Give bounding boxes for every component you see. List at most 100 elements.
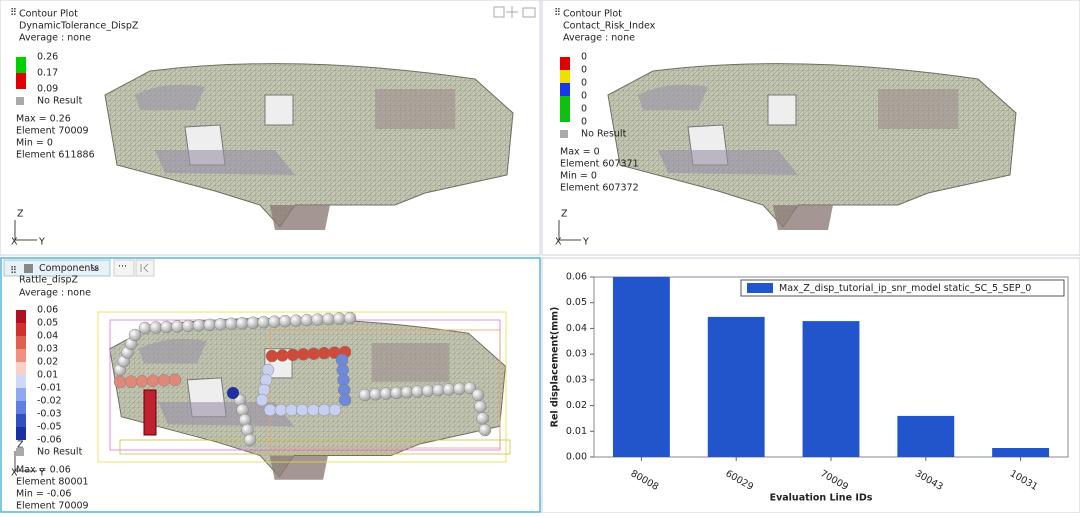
- sphere: [135, 375, 149, 388]
- sphere: [279, 314, 292, 328]
- legend-label: -0.05: [37, 422, 62, 433]
- wireframe: [97, 311, 507, 463]
- sphere: [338, 393, 352, 407]
- triad: [558, 220, 581, 241]
- legend-swatch: [16, 401, 26, 414]
- sphere: [149, 321, 162, 334]
- legend-label: 0.26: [37, 52, 58, 63]
- legend-swatch: [16, 349, 26, 362]
- bar: [707, 316, 765, 457]
- legend-swatch: [16, 323, 26, 336]
- sphere: [171, 320, 184, 333]
- legend-label: 0: [581, 78, 587, 89]
- legend-label: -0.03: [37, 409, 62, 420]
- sphere: [474, 400, 487, 413]
- no-result: No Result: [37, 96, 83, 107]
- sphere: [390, 386, 403, 400]
- model-part: [371, 342, 450, 382]
- sphere: [124, 375, 138, 388]
- model-part: [658, 150, 798, 175]
- y-axis-title: Rel displacement(mm): [550, 307, 561, 428]
- sphere: [328, 403, 342, 417]
- bar: [802, 321, 860, 457]
- model-part: [767, 94, 797, 126]
- stat: Min = 0: [16, 138, 53, 149]
- triad-z: Z: [17, 209, 24, 220]
- sphere: [421, 384, 435, 397]
- stat: Element 607371: [560, 159, 639, 170]
- legend-swatch: [560, 70, 570, 83]
- sphere: [268, 315, 281, 328]
- legend-label: -0.02: [37, 396, 62, 407]
- stat: Max = 0.26: [16, 114, 71, 125]
- sphere: [317, 403, 331, 417]
- legend-label: 0: [581, 65, 587, 76]
- sphere: [311, 313, 324, 326]
- stat: Min = 0: [560, 171, 597, 182]
- model-part: [638, 84, 708, 110]
- sphere: [157, 374, 171, 387]
- more-button[interactable]: ···: [118, 262, 127, 273]
- model-part: [135, 84, 205, 110]
- average-mode: Average : none: [19, 33, 91, 44]
- sphere: [296, 403, 309, 417]
- sphere: [333, 312, 346, 325]
- triad: [14, 220, 37, 241]
- sphere: [297, 348, 310, 361]
- stat: Element 70009: [16, 501, 89, 512]
- sphere: [300, 313, 314, 327]
- legend-swatch: [747, 283, 773, 293]
- toolbar[interactable]: Components ···: [3, 259, 155, 277]
- stat: Element 611886: [16, 150, 95, 161]
- icon: [24, 264, 33, 273]
- sphere: [214, 318, 227, 331]
- triad-y: Y: [38, 237, 45, 248]
- legend-box: [740, 279, 1065, 297]
- triad-y: Y: [38, 468, 45, 479]
- sphere: [146, 374, 160, 387]
- triad: [14, 451, 37, 472]
- legend-swatch: [16, 336, 26, 349]
- sphere: [128, 328, 142, 342]
- stat: Max = 0.06: [16, 465, 71, 476]
- legend-swatch: [560, 109, 570, 122]
- model: [104, 63, 514, 230]
- sphere: [432, 383, 445, 397]
- sphere: [307, 403, 320, 417]
- bar: [992, 448, 1050, 457]
- sphere: [246, 316, 260, 329]
- legend-swatch: [16, 362, 26, 375]
- legend-label: 0.06: [37, 305, 58, 316]
- sphere: [463, 381, 477, 395]
- view-icons[interactable]: [493, 6, 536, 18]
- stat: Min = -0.06: [16, 489, 71, 500]
- model-part: [375, 89, 455, 129]
- y-tick-label: 0.04: [566, 323, 587, 334]
- stat: Element 70009: [16, 126, 89, 137]
- sphere: [181, 319, 195, 333]
- model-part: [155, 150, 295, 175]
- sphere: [358, 388, 372, 402]
- legend-swatch: [560, 57, 570, 70]
- legend-label: -0.01: [37, 383, 62, 394]
- triad-x: X: [555, 237, 562, 248]
- legend-label: 0.03: [37, 344, 58, 355]
- legend-swatch: [16, 427, 26, 440]
- legend-swatch: [16, 310, 26, 323]
- sphere: [476, 412, 489, 425]
- sphere: [203, 318, 216, 332]
- legend-swatch: [560, 96, 570, 109]
- legend-label: 0: [581, 52, 587, 63]
- average-mode: Average : none: [19, 288, 91, 299]
- result-name: DynamicTolerance_DispZ: [19, 21, 139, 32]
- wireframe: [119, 439, 511, 455]
- sphere: [276, 349, 289, 362]
- model: [607, 63, 1017, 230]
- sphere: [289, 314, 303, 327]
- bar: [612, 277, 670, 457]
- no-result-swatch: [560, 130, 568, 138]
- y-tick-label: 0.03: [566, 349, 587, 360]
- components-dropdown[interactable]: Components: [39, 263, 99, 274]
- stat: Element 607372: [560, 183, 639, 194]
- triad-x: X: [11, 468, 18, 479]
